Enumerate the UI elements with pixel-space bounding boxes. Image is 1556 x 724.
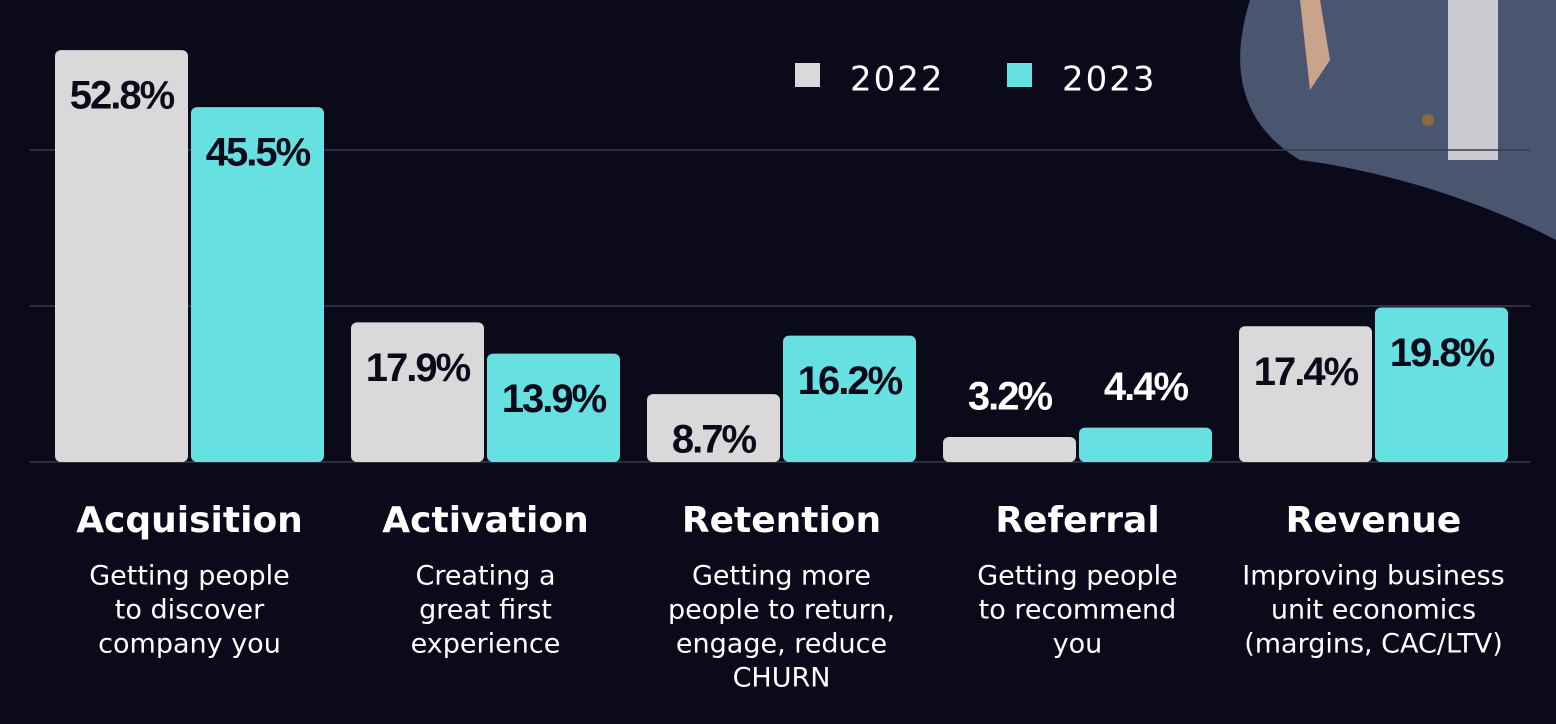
category-description: to discover [115, 595, 265, 626]
value-label: 13.9% [502, 377, 607, 421]
bar [55, 50, 188, 462]
bar [191, 107, 324, 462]
category-label: Retention [682, 500, 881, 541]
value-label: 4.4% [1104, 365, 1189, 409]
bar [1375, 307, 1508, 462]
bar [1079, 427, 1212, 462]
value-label: 19.8% [1390, 331, 1495, 375]
category-description: (margins, CAC/LTV) [1244, 629, 1503, 660]
legend-label: 2022 [850, 60, 945, 100]
category-description: to recommend [979, 595, 1177, 626]
category-description: you [1053, 629, 1103, 660]
value-label: 52.8% [70, 74, 175, 118]
category-label: Revenue [1286, 500, 1462, 541]
category-label: Referral [995, 500, 1159, 541]
photo-shirt [1448, 0, 1498, 160]
category-label: Acquisition [76, 500, 303, 541]
category-description: engage, reduce [676, 629, 887, 660]
photo-button [1422, 114, 1434, 126]
value-label: 8.7% [672, 418, 757, 462]
legend-swatch [795, 63, 820, 87]
bar [783, 335, 916, 462]
category-description: CHURN [733, 663, 831, 694]
value-label: 17.9% [366, 346, 471, 390]
category-description: Getting people [89, 561, 290, 592]
bar [351, 322, 484, 462]
bar [487, 353, 620, 462]
category-description: Getting more [692, 561, 871, 592]
category-description: Improving business [1242, 561, 1504, 592]
category-description: Getting people [977, 561, 1178, 592]
bar [1239, 326, 1372, 462]
bar [647, 394, 780, 462]
category-description: experience [411, 629, 561, 660]
legend-label: 2023 [1062, 60, 1157, 100]
category-label: Activation [382, 500, 588, 541]
category-description: people to return, [668, 595, 895, 626]
value-label: 17.4% [1254, 350, 1359, 394]
category-description: Creating a [416, 561, 556, 592]
photo-hand [1300, 0, 1330, 90]
category-description: great first [419, 595, 552, 626]
category-description: unit economics [1271, 595, 1476, 626]
value-label: 3.2% [968, 375, 1053, 419]
value-label: 45.5% [206, 131, 311, 175]
value-label: 16.2% [798, 359, 903, 403]
legend-swatch [1007, 63, 1032, 87]
bar [943, 437, 1076, 462]
category-description: company you [98, 629, 281, 660]
